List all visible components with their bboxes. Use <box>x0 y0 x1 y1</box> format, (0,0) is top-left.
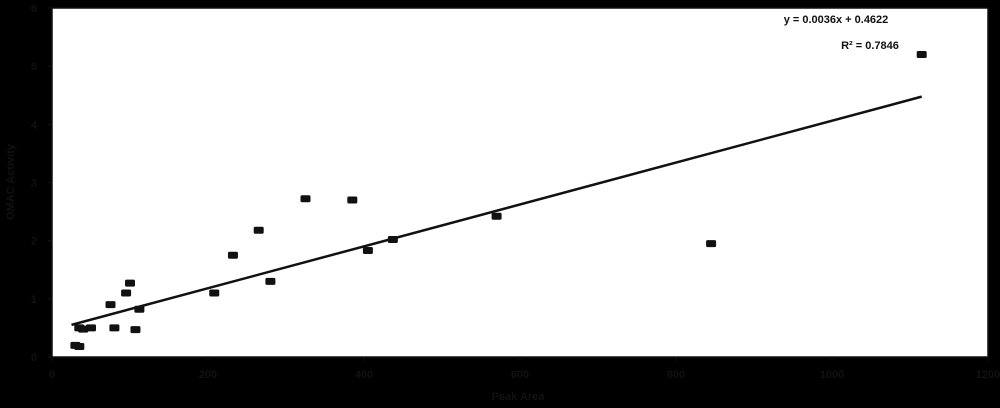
data-point <box>253 226 264 234</box>
x-axis-label: Peak Area <box>492 391 546 403</box>
data-point <box>78 325 89 333</box>
x-tick-label: 1000 <box>820 369 844 381</box>
data-point <box>74 343 85 351</box>
x-tick-label: 800 <box>667 369 685 381</box>
trendline <box>71 95 923 327</box>
y-axis-label: OMAC Activity <box>5 143 17 220</box>
data-point <box>130 326 141 334</box>
data-point <box>706 240 717 248</box>
data-point <box>227 251 238 259</box>
data-point <box>491 212 502 220</box>
y-tick-label: 1 <box>31 294 37 306</box>
x-tick-label: 200 <box>199 369 217 381</box>
plot-area <box>51 7 989 358</box>
data-point <box>134 305 145 313</box>
data-point <box>109 324 120 332</box>
data-point <box>209 289 220 297</box>
data-point <box>121 289 132 297</box>
y-tick-label: 0 <box>31 352 37 364</box>
x-tick-label: 0 <box>49 369 55 381</box>
y-tick-label: 6 <box>31 3 37 15</box>
data-point <box>86 324 96 332</box>
x-tick-label: 1200 <box>976 369 1000 381</box>
trendline-equation: y = 0.0036x + 0.4622 <box>784 14 889 26</box>
data-point <box>265 277 276 285</box>
data-point <box>916 51 927 59</box>
y-tick-label: 3 <box>31 178 37 190</box>
trendline-r-squared: R² = 0.7846 <box>841 40 899 52</box>
data-point <box>362 247 373 255</box>
data-point <box>125 279 135 287</box>
y-tick-label: 4 <box>31 119 38 131</box>
y-tick-label: 2 <box>31 236 37 248</box>
x-tick-label: 600 <box>511 369 529 381</box>
data-point <box>347 196 358 204</box>
y-tick-label: 5 <box>31 61 37 73</box>
x-tick-label: 400 <box>355 369 373 381</box>
data-point <box>300 195 311 203</box>
data-point <box>387 236 398 244</box>
data-point <box>105 301 116 309</box>
